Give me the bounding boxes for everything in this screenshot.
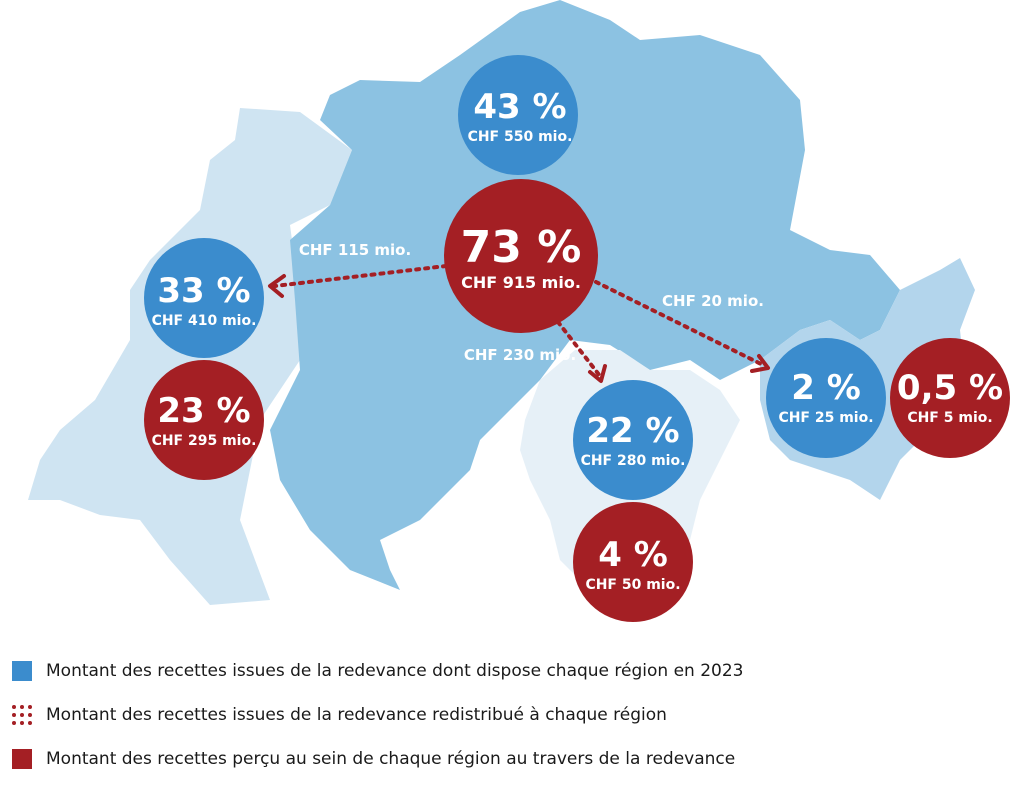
bubble-french-red: 23 % CHF 295 mio. <box>144 360 264 480</box>
bubble-italian-red-pct: 4 % <box>598 535 668 575</box>
bubble-german-blue-amount: CHF 550 mio. <box>468 129 573 145</box>
bubble-romansh-blue: 2 % CHF 25 mio. <box>766 338 886 458</box>
legend-label-dotted: Montant des recettes issues de la redeva… <box>46 705 667 725</box>
bubble-italian-blue-pct: 22 % <box>586 411 679 451</box>
bubble-romansh-red-amount: CHF 5 mio. <box>907 410 992 426</box>
legend: Montant des recettes issues de la redeva… <box>12 656 1012 788</box>
arrowhead-romansh <box>750 354 770 373</box>
bubble-german-red-pct: 73 % <box>461 222 582 273</box>
legend-item-blue: Montant des recettes issues de la redeva… <box>12 656 1012 686</box>
bubble-romansh-blue-amount: CHF 25 mio. <box>778 410 873 426</box>
bubble-romansh-red-pct: 0,5 % <box>897 368 1003 408</box>
bubble-german-blue-pct: 43 % <box>473 87 566 127</box>
flow-arrows <box>273 264 767 378</box>
arrowhead-french <box>268 274 286 298</box>
legend-swatch-blue <box>12 661 32 681</box>
arrowhead-italian <box>588 364 607 383</box>
bubble-french-blue-amount: CHF 410 mio. <box>152 313 257 329</box>
bubble-german-red-amount: CHF 915 mio. <box>461 273 581 292</box>
flow-label-to-french: CHF 115 mio. <box>299 241 411 259</box>
legend-item-red: Montant des recettes perçu au sein de ch… <box>12 744 1012 774</box>
bubble-french-red-pct: 23 % <box>157 391 250 431</box>
bubble-italian-red: 4 % CHF 50 mio. <box>573 502 693 622</box>
flow-label-to-italian: CHF 230 mio. <box>464 346 576 364</box>
flow-arrow-to-romansh <box>594 280 767 368</box>
bubble-german-red: 73 % CHF 915 mio. <box>444 179 598 333</box>
bubble-german-blue: 43 % CHF 550 mio. <box>458 55 578 175</box>
bubble-french-red-amount: CHF 295 mio. <box>152 433 257 449</box>
legend-swatch-red <box>12 749 32 769</box>
bubble-italian-blue-amount: CHF 280 mio. <box>581 453 686 469</box>
legend-label-red: Montant des recettes perçu au sein de ch… <box>46 749 736 769</box>
bubble-romansh-blue-pct: 2 % <box>791 368 861 408</box>
flow-label-to-romansh: CHF 20 mio. <box>662 292 764 310</box>
flow-arrow-to-italian <box>556 320 602 378</box>
bubble-italian-blue: 22 % CHF 280 mio. <box>573 380 693 500</box>
arrow-heads <box>268 274 770 383</box>
region-french <box>28 108 352 605</box>
legend-label-blue: Montant des recettes issues de la redeva… <box>46 661 744 681</box>
flow-arrow-to-french <box>273 264 448 288</box>
bubble-french-blue: 33 % CHF 410 mio. <box>144 238 264 358</box>
switzerland-map: CHF 115 mio. CHF 230 mio. CHF 20 mio. 43… <box>28 0 1010 622</box>
bubble-french-blue-pct: 33 % <box>157 271 250 311</box>
legend-item-dotted: Montant des recettes issues de la redeva… <box>12 700 1012 730</box>
bubble-romansh-red: 0,5 % CHF 5 mio. <box>890 338 1010 458</box>
legend-swatch-dotted <box>12 705 32 725</box>
bubble-italian-red-amount: CHF 50 mio. <box>585 577 680 593</box>
